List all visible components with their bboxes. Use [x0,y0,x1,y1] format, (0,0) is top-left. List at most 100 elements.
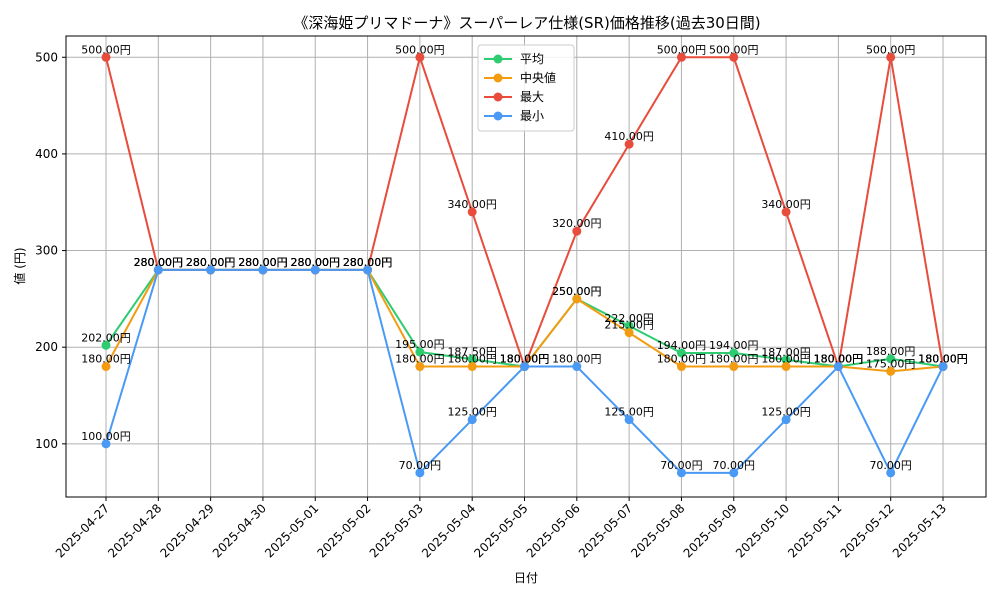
data-label: 280.00円 [238,256,288,269]
data-point [520,362,529,372]
data-point [101,52,111,62]
legend-marker [493,92,503,102]
data-point [467,362,477,372]
data-point [258,265,268,275]
data-label: 280.00円 [186,256,236,269]
data-point [415,362,425,372]
data-label: 180.00円 [500,353,550,366]
data-point [938,362,948,372]
data-label: 280.00円 [186,256,236,269]
data-label: 180.00円 [657,353,707,366]
data-point [467,354,477,364]
x-axis-title: 日付 [514,571,538,585]
data-point [101,362,111,372]
data-point [886,52,896,62]
data-point [363,265,373,275]
x-tick-label: 2025-05-12 [838,501,897,560]
x-tick-label: 2025-04-28 [105,501,164,560]
data-label: 180.00円 [395,353,445,366]
data-label: 250.00円 [552,285,602,298]
data-label: 194.00円 [657,339,707,352]
y-tick-label: 300 [35,244,58,258]
legend-box [477,44,575,132]
x-tick-label: 2025-04-29 [158,501,217,560]
data-label: 410.00円 [604,130,654,143]
data-label: 280.00円 [343,256,393,269]
legend-label: 最小 [520,109,544,123]
data-point [624,139,634,149]
data-label: 70.00円 [399,459,442,472]
series-lines [101,52,948,478]
data-label: 280.00円 [291,256,341,269]
y-axis-title: 値 (円) [12,247,27,284]
data-label: 180.00円 [552,353,602,366]
data-label: 280.00円 [291,256,341,269]
data-label: 320.00円 [552,217,602,230]
data-label: 500.00円 [395,43,445,56]
data-point [153,265,163,275]
data-label: 340.00円 [761,198,811,211]
data-label: 180.00円 [761,353,811,366]
data-label: 340.00円 [447,198,497,211]
data-label: 180.00円 [500,353,550,366]
legend-label: 平均 [520,52,544,66]
data-label: 125.00円 [447,406,497,419]
x-tick-label: 2025-04-30 [210,501,269,560]
data-point [624,321,634,331]
data-label: 280.00円 [343,256,393,269]
data-point [101,439,111,449]
data-label: 195.00円 [395,338,445,351]
x-tick-label: 2025-05-05 [471,501,530,560]
data-label: 180.00円 [447,353,497,366]
data-label: 280.00円 [186,256,236,269]
data-point [624,415,634,425]
x-tick-label: 2025-05-11 [785,501,844,560]
data-label: 180.00円 [814,353,864,366]
data-point [781,207,791,217]
data-label: 280.00円 [291,256,341,269]
data-label: 187.50円 [447,345,497,358]
data-point [415,468,425,478]
x-tick-label: 2025-05-10 [733,501,792,560]
x-tick-label: 2025-05-04 [419,501,478,560]
y-tick-label: 500 [35,50,58,64]
data-point [467,415,477,425]
x-tick-label: 2025-04-27 [53,501,112,560]
data-point [676,468,686,478]
data-point [781,362,791,372]
data-label: 222.00円 [604,312,654,325]
data-point [310,265,320,275]
legend-marker [493,73,503,83]
data-label: 215.00円 [604,319,654,332]
data-point [572,294,582,304]
y-axis-ticks: 100 200 300 400 500 [35,50,66,451]
plot-frame [65,35,987,498]
data-label: 100.00円 [81,430,131,443]
data-label: 125.00円 [761,406,811,419]
data-label: 180.00円 [500,353,550,366]
data-label: 125.00円 [604,406,654,419]
chart-title: 《深海姫プリマドーナ》スーパーレア仕様(SR)価格推移(過去30日間) [293,14,760,32]
data-label: 280.00円 [238,256,288,269]
data-label: 280.00円 [134,256,184,269]
x-axis-ticks: 2025-04-272025-04-282025-04-292025-04-30… [53,497,949,560]
data-point [886,354,896,364]
data-label: 180.00円 [918,353,968,366]
data-point [886,468,896,478]
data-label: 70.00円 [660,459,703,472]
data-label: 180.00円 [918,353,968,366]
data-label: 202.00円 [81,331,131,344]
data-point [206,265,216,275]
data-label: 180.00円 [814,353,864,366]
data-point [415,347,425,357]
data-point [781,355,791,365]
data-point [572,362,582,372]
data-label: 250.00円 [552,285,602,298]
legend-marker [493,111,503,121]
data-point [676,52,686,62]
data-point [886,366,896,376]
data-point [415,52,425,62]
data-label: 180.00円 [500,353,550,366]
